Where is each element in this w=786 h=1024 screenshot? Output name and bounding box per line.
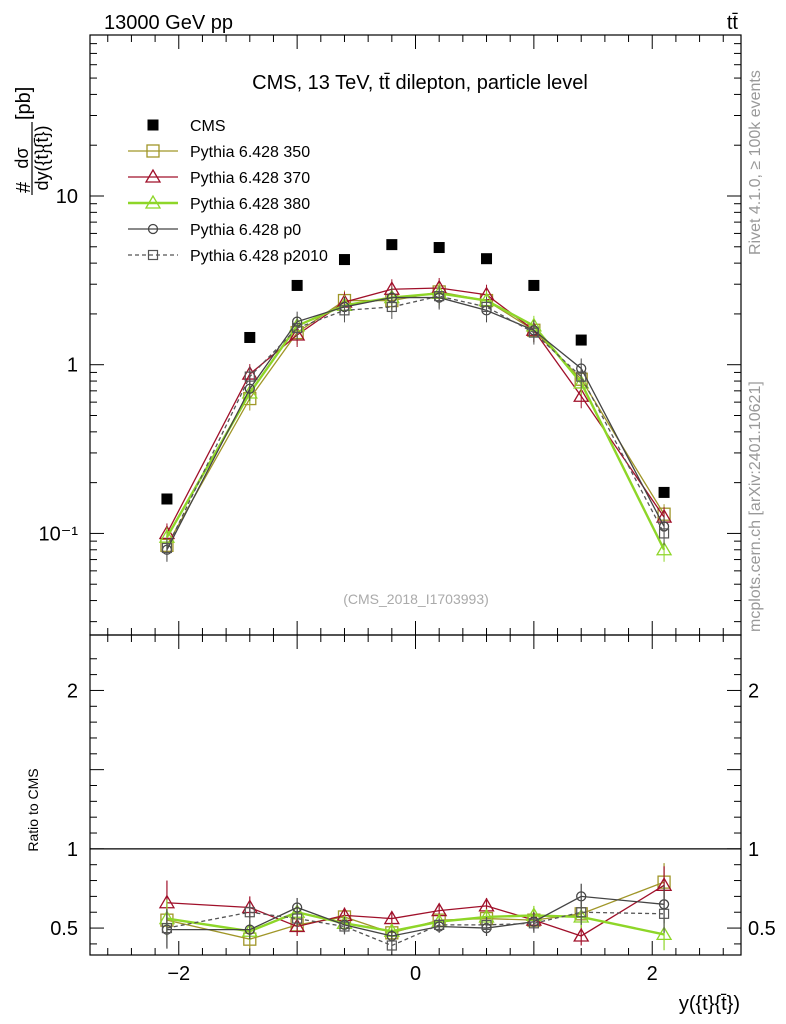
chart-title: CMS, 13 TeV, tt̄ dilepton, particle leve… <box>252 72 588 94</box>
series-0-point <box>481 253 493 265</box>
series-3-line <box>165 292 666 551</box>
legend: CMS Pythia 6.428 350 Pythia 6.428 370 Pythi… <box>128 118 328 265</box>
series-4-ratio-line <box>166 895 665 937</box>
header-right: tt̄ <box>727 12 739 34</box>
rivet-label: Rivet 4.1.0, ≥ 100k events <box>747 70 764 255</box>
series-5-point <box>386 301 397 313</box>
legend-label-5: Pythia 6.428 p2010 <box>190 248 328 265</box>
legend-marker-2 <box>144 168 162 183</box>
y-tick-label-ratio: 0.5 <box>50 918 78 940</box>
ylabel-prefix: # <box>13 181 35 193</box>
series-2-ratio-line <box>166 884 665 937</box>
series-5-point <box>244 371 255 382</box>
series-5-ratio-point <box>658 908 670 919</box>
series-0-point <box>338 254 350 266</box>
series-0-point <box>433 242 445 254</box>
series-2-ratio-point <box>289 918 306 933</box>
series-5-point <box>481 301 492 313</box>
series-0-point <box>386 239 398 251</box>
series-5-ratio-point <box>528 918 539 929</box>
legend-marker-4 <box>147 223 159 235</box>
series-5-line <box>166 295 665 549</box>
series-3-point <box>655 541 673 556</box>
series-2-line <box>166 287 665 534</box>
header-left: 13000 GeV pp <box>104 12 233 34</box>
series-5-point <box>434 291 445 302</box>
legend-marker-5 <box>147 249 159 261</box>
series-0-point <box>658 486 670 498</box>
legend-label-0: CMS <box>190 118 226 135</box>
y-tick-label-main: 10⁻¹ <box>39 523 79 545</box>
ratio-series-group <box>158 863 673 952</box>
series-0-point <box>161 493 173 505</box>
series-5-point <box>339 305 350 316</box>
series-5-ratio-point <box>244 907 255 918</box>
x-tick-label: −2 <box>167 963 190 985</box>
legend-label-1: Pythia 6.428 350 <box>190 144 310 161</box>
y-tick-label-main: 1 <box>67 355 78 377</box>
legend-label-2: Pythia 6.428 370 <box>190 170 310 187</box>
y-tick-label-ratio-right: 0.5 <box>748 918 776 940</box>
series-5-point <box>161 542 173 554</box>
y-tick-label-main: 10 <box>56 186 78 208</box>
main-ylabel: # dσ dy({t}{t̄}) [pb] <box>12 87 52 195</box>
xlabel: y({t}{t̄}) <box>679 993 740 1015</box>
series-2-point <box>573 387 590 402</box>
series-2-ratio-point <box>573 927 590 942</box>
series-0-point <box>528 279 540 291</box>
ylabel-denominator: dy({t}{t̄}) <box>32 125 52 190</box>
series-0-point <box>575 334 587 346</box>
series-4-ratio-point <box>244 924 255 935</box>
series-5-ratio-line <box>166 911 665 947</box>
y-tick-label-ratio: 1 <box>67 839 78 861</box>
series-4-line <box>166 296 665 551</box>
y-tick-label-ratio: 2 <box>67 680 78 702</box>
series-5-ratio-point <box>434 919 445 931</box>
series-5-ratio-point <box>292 913 303 924</box>
ylabel-numerator: dσ <box>12 147 32 168</box>
series-3-ratio-point <box>655 926 673 941</box>
y-tick-label-ratio-right: 2 <box>748 680 759 702</box>
main-panel-frame <box>89 34 742 636</box>
series-5-ratio-point <box>481 919 492 931</box>
analysis-watermark: (CMS_2018_I1703993) <box>343 591 489 607</box>
y-tick-label-ratio-right: 1 <box>748 839 759 861</box>
series-1-line <box>166 291 665 546</box>
legend-label-4: Pythia 6.428 p0 <box>190 222 301 239</box>
series-5-ratio-point <box>576 907 587 918</box>
legend-marker-0 <box>147 119 159 131</box>
series-3-ratio-line <box>166 910 665 936</box>
mcplots-label: mcplots.cern.ch [arXiv:2401.10621] <box>747 381 764 632</box>
series-0-point <box>244 331 256 343</box>
legend-marker-1 <box>146 144 160 158</box>
axis-ticks: −2 0 2 10⁻¹ 1 10 0.5 0.5 1 1 2 2 <box>39 34 776 985</box>
x-tick-label: 0 <box>410 963 421 985</box>
series-5-point <box>576 371 587 382</box>
ylabel-suffix: [pb] <box>13 87 35 120</box>
main-series-group <box>158 239 673 562</box>
series-5-point <box>528 327 539 338</box>
series-5-ratio-point <box>339 921 350 932</box>
legend-marker-3 <box>144 194 162 209</box>
x-tick-label: 2 <box>647 963 658 985</box>
series-5-ratio-point <box>161 922 173 934</box>
ratio-ylabel: Ratio to CMS <box>25 768 41 851</box>
legend-label-3: Pythia 6.428 380 <box>190 196 310 213</box>
series-5-point <box>292 322 303 334</box>
series-5-point <box>658 528 670 539</box>
series-5-ratio-point <box>386 940 397 951</box>
ratio-panel-frame <box>89 634 742 956</box>
series-0-point <box>291 279 303 291</box>
